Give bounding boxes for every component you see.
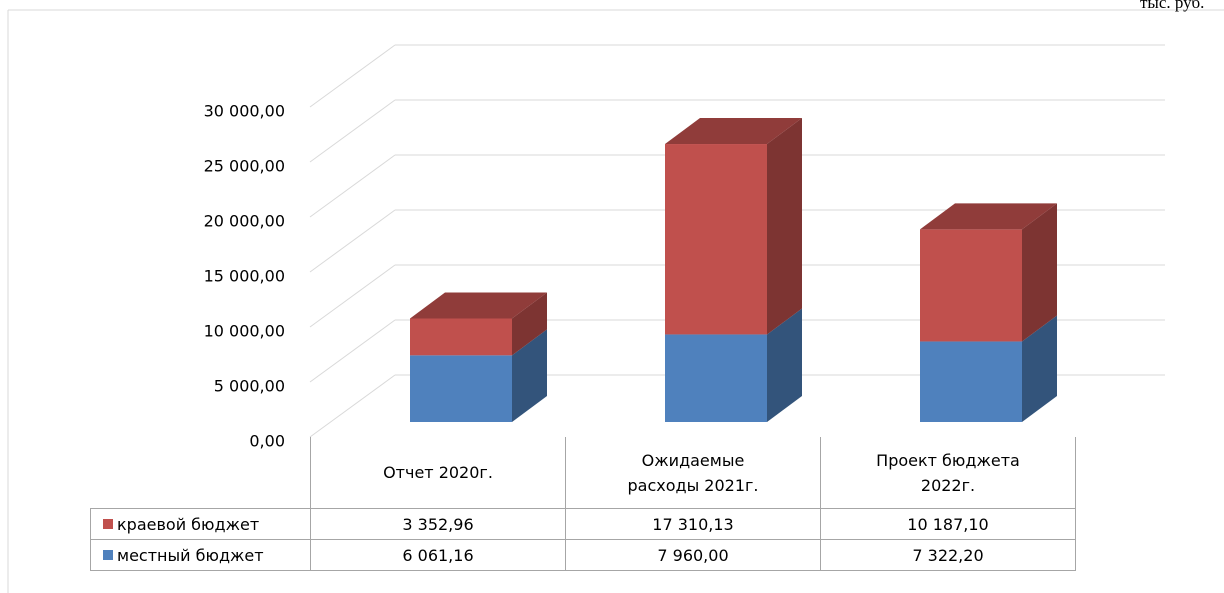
category-label: Отчет 2020г. <box>383 463 493 482</box>
bar-front <box>665 334 767 422</box>
grid-line <box>309 209 396 273</box>
bar-side <box>1022 203 1057 342</box>
grid-line <box>309 319 396 383</box>
y-tick-label: 0,00 <box>249 432 285 451</box>
table-value: 10 187,10 <box>820 508 1076 540</box>
unit-note: тыс. руб. <box>1140 0 1204 12</box>
grid-line <box>309 374 396 438</box>
y-tick-label: 25 000,00 <box>204 157 285 176</box>
y-tick-label: 10 000,00 <box>204 322 285 341</box>
y-tick-label: 5 000,00 <box>214 377 285 396</box>
bar-front <box>410 355 512 422</box>
y-tick-label: 30 000,00 <box>204 102 285 121</box>
table-header: Ожидаемые расходы 2021г. <box>565 437 821 509</box>
grid-line <box>309 264 396 328</box>
table-value: 7 960,00 <box>565 539 821 571</box>
category-label: Ожидаемые расходы 2021г. <box>627 450 759 495</box>
legend-label: местный бюджет <box>117 545 264 565</box>
table-value: 7 322,20 <box>820 539 1076 571</box>
legend-swatch <box>103 519 113 529</box>
grid-line <box>309 99 396 163</box>
bar-side <box>767 308 802 422</box>
legend-label: краевой бюджет <box>117 514 260 534</box>
y-tick-label: 15 000,00 <box>204 267 285 286</box>
bar-side <box>1022 315 1057 422</box>
bar-front <box>665 144 767 335</box>
table-value: 3 352,96 <box>310 508 566 540</box>
bar-side <box>512 329 547 422</box>
bar-side <box>512 292 547 356</box>
bar-front <box>410 318 512 356</box>
bar-front <box>920 341 1022 422</box>
legend-swatch <box>103 550 113 560</box>
table-row-label: местный бюджет <box>90 539 311 571</box>
y-tick-label: 20 000,00 <box>204 212 285 231</box>
table-value: 6 061,16 <box>310 539 566 571</box>
table-value: 17 310,13 <box>565 508 821 540</box>
table-row-label: краевой бюджет <box>90 508 311 540</box>
bar-top <box>410 292 547 319</box>
bar-front <box>920 229 1022 342</box>
bar-top <box>665 118 802 145</box>
table-header: Отчет 2020г. <box>310 437 566 509</box>
table-header: Проект бюджета 2022г. <box>820 437 1076 509</box>
grid-line <box>309 44 396 108</box>
bar-top <box>920 203 1057 230</box>
category-label: Проект бюджета 2022г. <box>876 450 1020 495</box>
bar-side <box>767 118 802 335</box>
grid-line <box>309 154 396 218</box>
